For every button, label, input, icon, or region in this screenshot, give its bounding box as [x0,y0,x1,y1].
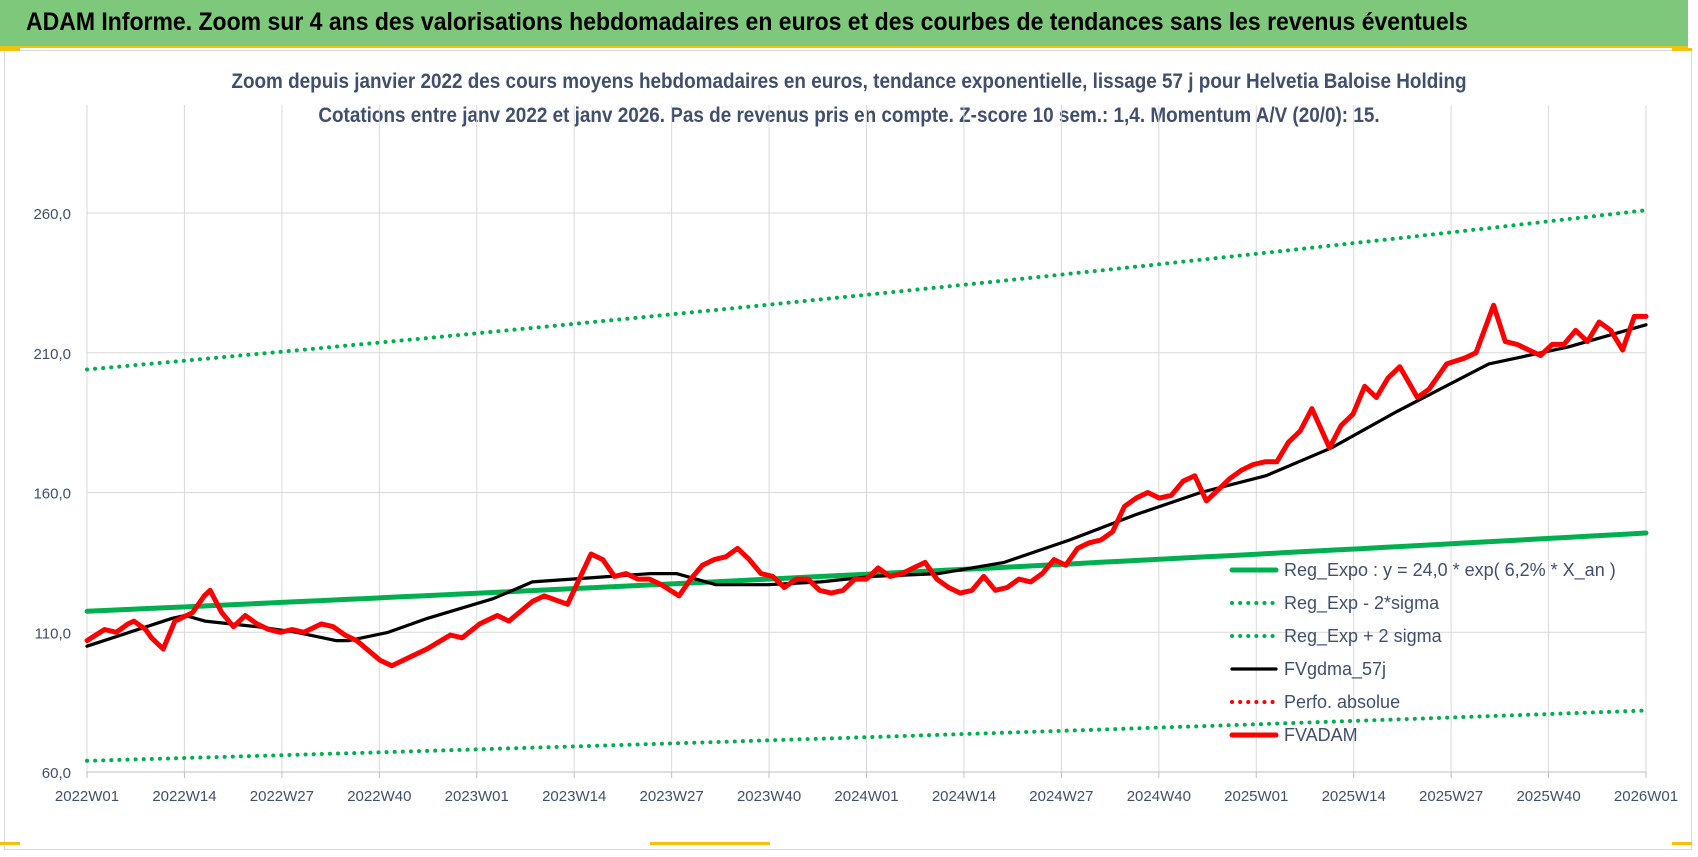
series-line-5 [84,302,1649,669]
chart-frame [4,50,1692,850]
page-title: ADAM Informe. Zoom sur 4 ans des valoris… [26,8,1468,36]
frame-accent [1672,842,1692,845]
legend-label: FVADAM [1284,725,1358,745]
y-tick-label: 110,0 [35,625,71,642]
chart-title: Zoom depuis janvier 2022 des cours moyen… [231,70,1467,93]
x-tick-label: 2024W14 [932,788,996,805]
x-tick-label: 2025W40 [1516,788,1580,805]
x-tick-label: 2022W27 [250,788,314,805]
series-line-2 [85,208,1648,372]
frame-accent [1672,48,1692,51]
header-banner: ADAM Informe. Zoom sur 4 ans des valoris… [0,0,1688,48]
x-tick-label: 2025W27 [1419,788,1483,805]
x-tick-label: 2022W40 [347,788,411,805]
legend-label: Reg_Exp + 2 sigma [1284,626,1443,647]
x-tick-label: 2026W01 [1614,788,1678,805]
x-tick-label: 2025W14 [1322,788,1386,805]
series-line-0 [84,530,1649,614]
legend-label: Reg_Exp - 2*sigma [1284,593,1440,614]
x-tick-label: 2024W40 [1127,788,1191,805]
x-tick-label: 2023W01 [445,788,509,805]
series-line-1 [85,708,1648,763]
x-tick-label: 2023W14 [542,788,606,805]
x-tick-label: 2023W27 [640,788,704,805]
x-tick-label: 2022W14 [152,788,216,805]
legend-label: Perfo. absolue [1284,692,1400,712]
frame-accent [0,48,20,51]
y-tick-label: 260,0 [33,206,71,223]
x-tick-label: 2025W01 [1224,788,1288,805]
legend-label: FVgdma_57j [1284,659,1386,680]
y-tick-label: 210,0 [33,346,71,363]
y-tick-label: 160,0 [33,486,71,503]
y-tick-label: 60,0 [42,765,71,782]
x-tick-label: 2023W40 [737,788,801,805]
chart-subtitle: Cotations entre janv 2022 et janv 2026. … [318,104,1380,127]
legend-label: Reg_Expo : y = 24,0 * exp( 6,2% * X_an ) [1284,560,1616,581]
x-tick-label: 2024W27 [1029,788,1093,805]
x-tick-label: 2024W01 [834,788,898,805]
frame-accent [650,842,770,845]
frame-accent [0,842,20,845]
x-tick-label: 2022W01 [55,788,119,805]
